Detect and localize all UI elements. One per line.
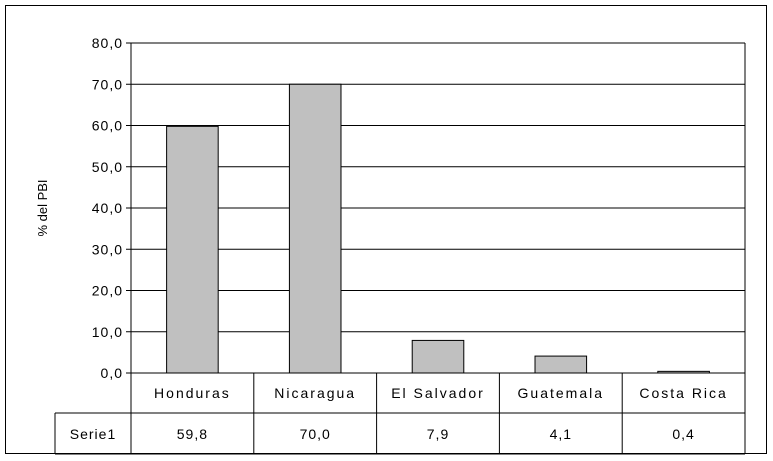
y-tick-label: 30,0 [92, 241, 123, 257]
bar-honduras [166, 125, 219, 374]
bar-layer [166, 83, 710, 374]
y-tick-label: 20,0 [92, 283, 123, 299]
category-label: Nicaragua [274, 385, 356, 401]
y-tick-label: 40,0 [92, 200, 123, 216]
chart-frame [5, 5, 767, 454]
table-value-cell: 7,9 [427, 426, 449, 442]
category-label: Guatemala [518, 385, 604, 401]
y-tick-label: 10,0 [92, 324, 123, 340]
y-tick-label: 80,0 [92, 35, 123, 51]
category-label: El Salvador [391, 385, 485, 401]
y-tick-label: 60,0 [92, 118, 123, 134]
data-table: Honduras Nicaragua El Salvador Guatemala Cos… [54, 372, 746, 455]
bar-guatemala [534, 355, 588, 374]
y-axis-title: % del PBI [35, 179, 50, 236]
table-value-cell: 59,8 [177, 426, 208, 442]
bar-nicaragua [288, 83, 342, 374]
table-value-cell: 0,4 [672, 426, 694, 442]
table-value-cell: 4,1 [550, 426, 572, 442]
grid-layer [131, 42, 745, 374]
table-value-cell: 70,0 [300, 426, 331, 442]
axis-layer: 0,0 10,0 20,0 30,0 40,0 50,0 60,0 70,0 80,0 [92, 35, 746, 414]
bar-el-salvador [411, 339, 465, 374]
series-name: Serie1 [70, 426, 116, 442]
category-label: Costa Rica [639, 385, 727, 401]
y-tick-label: 50,0 [92, 159, 123, 175]
y-tick-label: 70,0 [92, 76, 123, 92]
category-label: Honduras [154, 385, 231, 401]
y-tick-label: 0,0 [101, 365, 123, 381]
